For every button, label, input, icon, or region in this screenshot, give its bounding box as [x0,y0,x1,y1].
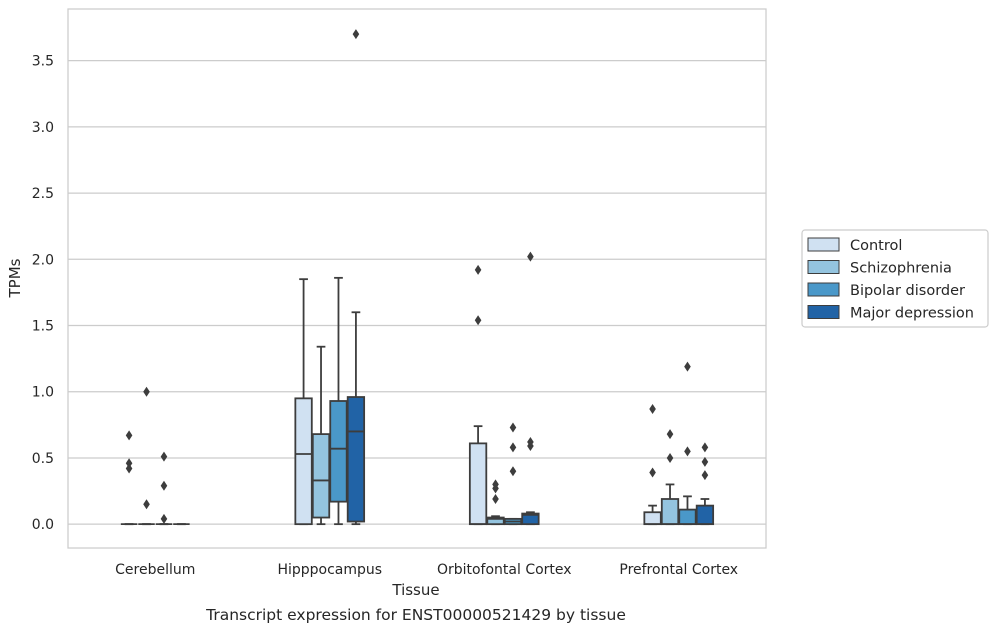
outlier-point [649,403,656,414]
outlier-point [509,466,517,477]
outlier-point [701,470,709,481]
outlier-point [160,451,168,462]
box [294,397,313,526]
outlier-point [352,29,360,40]
box-group [120,430,138,526]
box-group [311,345,331,526]
outlier-point [649,467,656,478]
outlier-point [125,430,133,441]
y-tick-label: 1.5 [32,319,54,335]
box [468,442,488,526]
legend-label: Major depression [850,306,974,322]
x-tick-label: Cerebellum [115,562,195,578]
box [486,516,505,526]
legend-swatch [807,305,840,319]
x-tick-label: Hipppocampus [277,562,382,578]
x-axis-ticks: Cerebellum Hipppocampus Orbitofontal Corte… [115,562,738,578]
box-group [678,361,697,526]
box-group [695,442,715,526]
box-group [346,29,366,526]
outlier-point [125,463,133,474]
legend-label: Schizophrenia [850,261,952,277]
legend: Control Schizophrenia Bipolar disorder Majo… [801,229,989,328]
y-tick-label: 3.5 [32,54,54,70]
y-tick-label: 3.0 [32,120,54,136]
plot-frame [67,8,767,549]
outlier-point [143,499,150,510]
outlier-point [474,315,482,326]
x-tick-label: Orbitofontal Cortex [437,562,572,578]
box-group [486,479,505,526]
y-axis-label: TPMs [6,258,24,298]
box-group [138,386,155,526]
outlier-point [160,513,168,524]
box-plot-series [120,29,715,526]
outlier-point [527,251,534,262]
box-group [468,264,488,526]
outlier-point [684,361,691,372]
y-tick-label: 0.5 [32,451,54,467]
outlier-point [474,264,482,275]
legend-label: Control [850,238,902,254]
legend-swatch [807,260,840,274]
chart-caption: Transcript expression for ENST0000052142… [206,606,626,624]
box [678,508,697,526]
box-group [521,251,540,526]
box-group [643,403,662,526]
outlier-point [509,422,517,433]
box [643,511,662,526]
outlier-point [684,446,691,457]
box [521,512,540,526]
gridlines [68,60,766,525]
outlier-point [492,494,499,504]
legend-swatch [807,237,840,252]
y-tick-label: 2.0 [32,252,54,268]
outlier-point [143,386,150,397]
outlier-point [701,456,709,467]
box-group [329,276,348,526]
outlier-point [125,458,133,469]
legend-label: Bipolar disorder [850,283,965,299]
x-tick-label: Prefrontal Cortex [619,562,738,578]
y-tick-label: 2.5 [32,186,54,202]
box-group [503,422,523,526]
box-group [294,278,313,526]
outlier-point [666,429,674,440]
box [346,396,366,523]
box [695,504,715,526]
box [329,400,348,503]
y-axis-ticks: 0.0 0.5 1.0 1.5 2.0 2.5 3.0 3.5 [32,54,54,534]
box-group [155,451,173,526]
outlier-point [492,479,499,490]
outlier-point [509,442,517,453]
outlier-point [666,452,674,463]
legend-swatch [807,282,840,297]
legend-frame [801,229,989,328]
box [660,498,680,526]
outlier-point [527,437,534,448]
box [311,433,331,519]
box-group [660,429,680,526]
outlier-point [701,442,709,453]
y-tick-label: 1.0 [32,385,54,401]
x-axis-label: Tissue [391,581,439,599]
outlier-point [160,480,168,491]
y-tick-label: 0.0 [32,517,54,533]
